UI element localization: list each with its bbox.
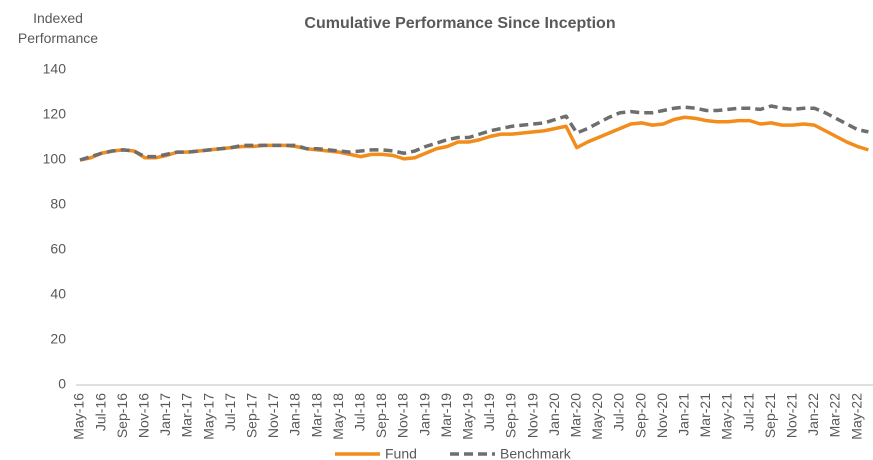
x-tick-label: Mar-18: [308, 393, 324, 438]
x-tick-label: Nov-17: [265, 393, 281, 438]
x-tick-label: Jan-17: [157, 393, 173, 436]
y-tick-label: 20: [50, 331, 66, 347]
x-tick-label: May-16: [71, 393, 87, 440]
y-tick-label: 120: [43, 106, 67, 122]
x-tick-label: Jul-16: [92, 393, 108, 431]
x-tick-label: Sep-19: [503, 393, 519, 438]
x-tick-label: Jan-18: [287, 393, 303, 436]
x-tick-label: Nov-21: [784, 393, 800, 438]
x-tick-label: May-17: [200, 393, 216, 440]
chart-title: Cumulative Performance Since Inception: [304, 15, 615, 32]
legend-label: Fund: [385, 446, 417, 460]
x-tick-label: Jul-20: [611, 393, 627, 431]
x-tick-label: Sep-17: [244, 393, 260, 438]
series-line: [79, 104, 869, 162]
x-tick-label: Mar-21: [697, 393, 713, 438]
x-tick-label: Jul-19: [481, 393, 497, 431]
x-tick-label: Jan-19: [416, 393, 432, 436]
y-tick-label: 80: [50, 196, 66, 212]
y-tick-label: 60: [50, 241, 66, 257]
x-tick-label: Jul-21: [740, 393, 756, 431]
x-tick-label: Sep-20: [632, 393, 648, 438]
x-tick-label: Jan-20: [546, 393, 562, 436]
x-tick-label: Jul-18: [352, 393, 368, 431]
series-line: [79, 115, 869, 162]
y-tick-label: 140: [43, 61, 67, 77]
x-tick-label: Jul-17: [222, 393, 238, 431]
x-tick-label: Jan-21: [676, 393, 692, 436]
x-tick-label: Sep-16: [114, 393, 130, 438]
x-tick-label: May-22: [848, 393, 864, 440]
x-tick-label: Jan-22: [805, 393, 821, 436]
x-tick-label: Nov-20: [654, 393, 670, 438]
x-tick-label: Nov-19: [524, 393, 540, 438]
y-tick-label: 100: [43, 151, 67, 167]
x-tick-label: May-19: [460, 393, 476, 440]
legend-label: Benchmark: [500, 446, 572, 460]
x-tick-label: Nov-16: [136, 393, 152, 438]
x-tick-label: May-18: [330, 393, 346, 440]
x-tick-label: Mar-19: [438, 393, 454, 438]
y-tick-label: 0: [58, 376, 66, 392]
y-tick-label: 40: [50, 286, 66, 302]
x-tick-label: May-20: [589, 393, 605, 440]
y-axis-label: Indexed Performance: [17, 10, 99, 46]
x-tick-label: Mar-20: [568, 393, 584, 438]
x-tick-label: Sep-18: [373, 393, 389, 438]
x-tick-label: Sep-21: [762, 393, 778, 438]
x-tick-label: Mar-22: [827, 393, 843, 438]
x-tick-label: Mar-17: [179, 393, 195, 438]
x-tick-label: Nov-18: [395, 393, 411, 438]
x-tick-label: May-21: [719, 393, 735, 440]
